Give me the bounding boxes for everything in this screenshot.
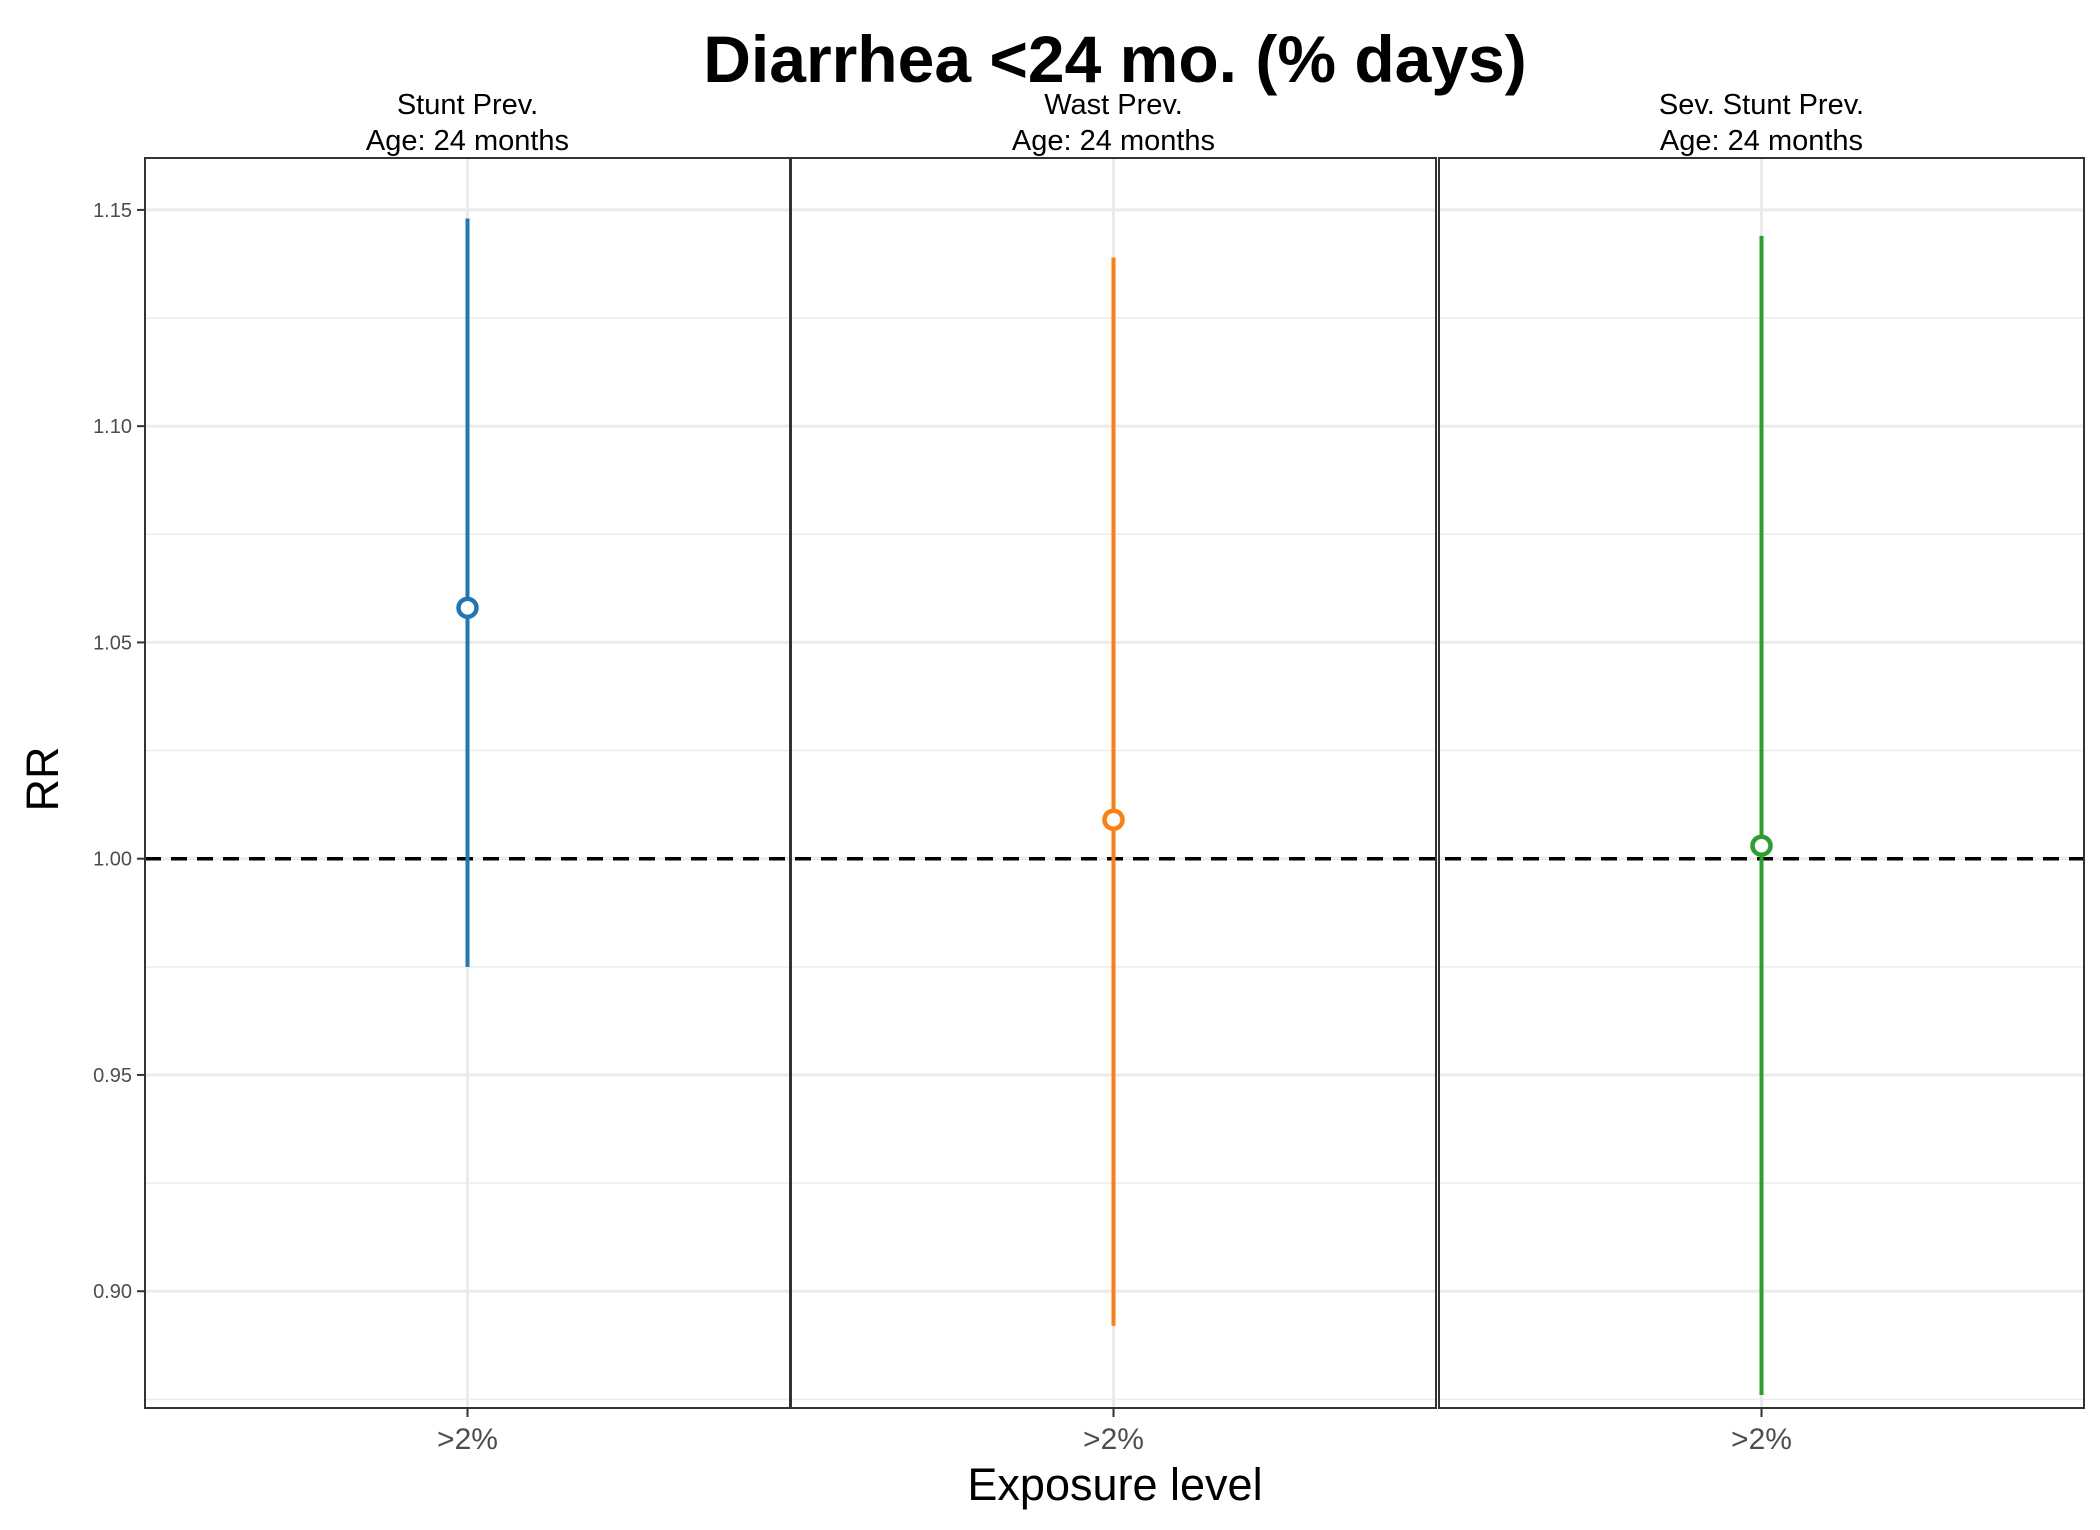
y-tick-label: 0.90 [93, 1281, 132, 1303]
point-estimate [1102, 808, 1125, 832]
y-axis-title: RR [17, 747, 68, 812]
y-tick-label: 1.00 [93, 849, 132, 871]
facet-strip-label: Age: 24 months [1012, 125, 1215, 157]
x-tick-label: >2% [1083, 1423, 1144, 1456]
y-tick-label: 1.15 [93, 200, 132, 222]
chart-title: Diarrhea <24 mo. (% days) [703, 22, 1527, 96]
facet-strip-label: Sev. Stunt Prev. [1659, 89, 1864, 121]
facet-strip-label: Age: 24 months [1660, 125, 1863, 157]
facet-strip-label: Age: 24 months [366, 125, 569, 157]
point-estimate [1750, 834, 1773, 857]
x-tick-label: >2% [437, 1423, 498, 1456]
facet-panels: Stunt Prev. Age: 24 months >2% Wast Prev. Ag… [93, 89, 2086, 1456]
y-tick-label: 0.95 [93, 1065, 132, 1087]
facet-strip-label: Stunt Prev. [397, 89, 538, 121]
y-tick-label: 1.10 [93, 416, 132, 438]
facet-strip-label: Wast Prev. [1044, 89, 1183, 121]
y-tick-label: 1.05 [93, 632, 132, 654]
x-axis-title: Exposure level [967, 1459, 1262, 1510]
point-estimate [456, 596, 479, 620]
x-tick-label: >2% [1731, 1423, 1792, 1456]
